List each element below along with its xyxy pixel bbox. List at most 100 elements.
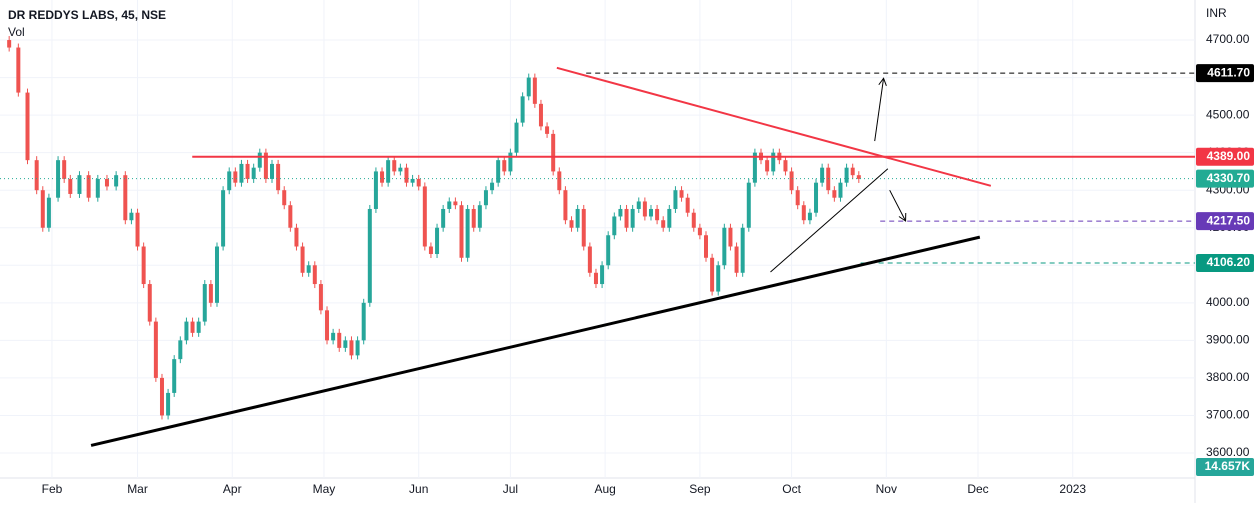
volume-label-bg [1196, 458, 1254, 476]
price-label: 4217.50 [1207, 213, 1251, 227]
candle-body [282, 190, 287, 206]
candle-body [520, 96, 525, 123]
candle-body [581, 208, 586, 247]
candle-body [697, 227, 702, 236]
candle-body [514, 122, 519, 153]
candle-body [16, 47, 21, 93]
candle-body [710, 257, 715, 292]
candle-body [373, 171, 378, 209]
candle-body [239, 163, 244, 183]
candle-body [270, 163, 275, 179]
y-tick-label: 4700.00 [1206, 32, 1250, 46]
candle-body [7, 40, 12, 48]
candle-body [575, 208, 580, 228]
x-tick-label: May [313, 482, 336, 496]
candle-body [545, 126, 550, 134]
candle-body [557, 171, 562, 191]
x-tick-label: 2023 [1059, 482, 1086, 496]
trend-line [770, 168, 889, 273]
y-tick-label: 3700.00 [1206, 408, 1250, 422]
candle-body [318, 284, 323, 311]
candle-body [221, 190, 226, 247]
currency: INR [1206, 6, 1227, 20]
candle-body [789, 171, 794, 191]
candle-body [343, 340, 348, 348]
candle-body [814, 182, 819, 213]
candle-body [447, 201, 452, 209]
candle-body [123, 175, 128, 221]
candle-body [380, 171, 385, 183]
candle-body [508, 152, 513, 172]
candle-body [783, 160, 788, 172]
candle-body [306, 265, 311, 273]
candle-body [844, 167, 849, 183]
arrow-head [898, 212, 907, 222]
candle-body [477, 205, 482, 228]
y-tick-label: 4500.00 [1206, 107, 1250, 121]
candle-body [34, 160, 39, 191]
candle-body [172, 359, 177, 393]
candle-body [441, 208, 446, 228]
candle-body [716, 265, 721, 292]
candle-body [483, 190, 488, 206]
candle-body [135, 212, 140, 247]
candle-body [728, 227, 733, 247]
candle-body [196, 321, 201, 333]
candle-body [386, 160, 391, 183]
candle-body [765, 160, 770, 172]
candle-body [68, 178, 73, 194]
candle-body [691, 212, 696, 228]
candle-body [129, 212, 134, 221]
candle-body [208, 284, 213, 303]
candle-body [361, 302, 366, 341]
candle-body [618, 208, 623, 217]
arrow-head [878, 77, 887, 86]
price-label-bg [1196, 147, 1254, 166]
candle-body [325, 310, 330, 341]
candle-body [587, 246, 592, 273]
x-tick-label: Mar [127, 482, 148, 496]
x-tick-label: Nov [876, 482, 897, 496]
candle-body [746, 182, 751, 228]
candle-body [288, 205, 293, 228]
candle-body [801, 205, 806, 221]
y-tick-label: 3600.00 [1206, 445, 1250, 459]
candle-body [600, 265, 605, 285]
candle-body [263, 152, 268, 179]
x-tick-label: Aug [594, 482, 615, 496]
candle-body [459, 205, 464, 258]
candle-body [734, 246, 739, 273]
candle-body [190, 321, 195, 333]
candle-body [104, 178, 109, 187]
volume-label: Vol [8, 25, 25, 39]
candle-body [569, 220, 574, 228]
price-label-bg [1196, 64, 1254, 83]
candle-body [807, 212, 812, 221]
candle-body [502, 160, 507, 172]
candle-body [141, 246, 146, 285]
plot [0, 0, 1195, 478]
candle-body [153, 321, 158, 378]
candle-body [276, 163, 281, 191]
candle-body [40, 190, 45, 228]
price-label-bg [1196, 212, 1254, 231]
candle-body [526, 77, 531, 97]
candle-body [490, 182, 495, 191]
candle-body [636, 201, 641, 209]
candle-body [245, 163, 250, 179]
candle-body [294, 227, 299, 247]
candle-body [166, 392, 171, 416]
candle-body [856, 175, 861, 179]
candle-body [367, 208, 372, 303]
candle-body [147, 284, 152, 322]
candle-body [606, 235, 611, 266]
candle-body [214, 246, 219, 303]
x-tick-label: Apr [223, 482, 242, 496]
candle-body [300, 246, 305, 273]
candle-body [532, 77, 537, 104]
candle-body [428, 246, 433, 255]
candle-body [722, 227, 727, 266]
price-label-bg [1196, 253, 1254, 272]
